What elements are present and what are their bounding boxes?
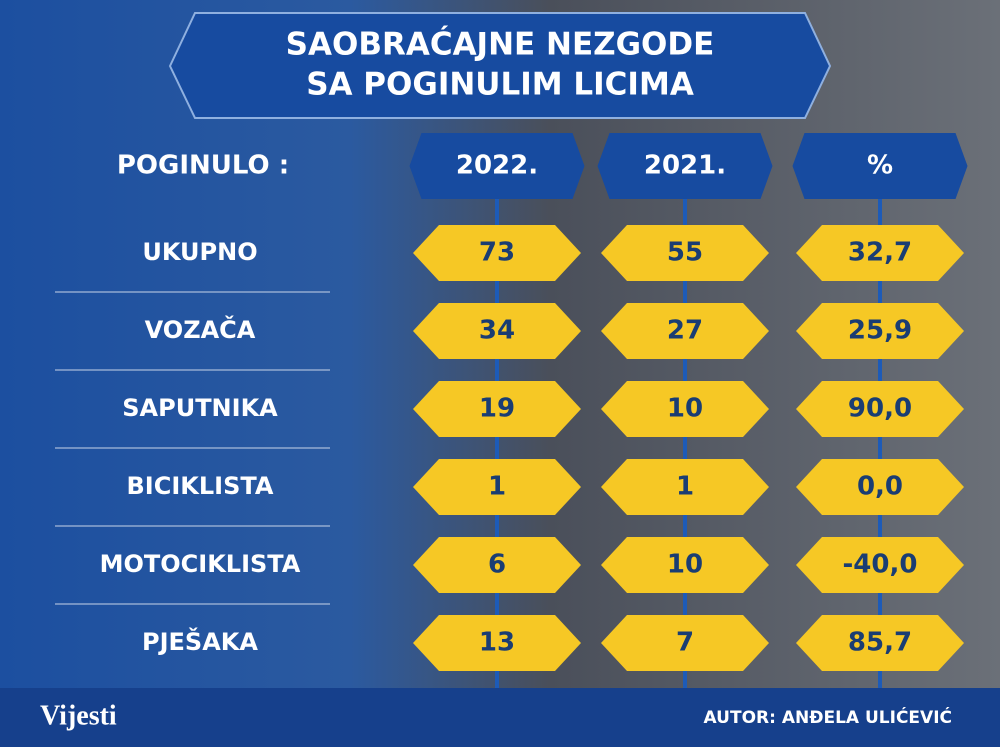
author: AUTOR: ANĐELA ULIĆEVIĆ	[704, 706, 952, 728]
value-badge	[601, 459, 769, 515]
title: SA POGINULIM LICIMA	[306, 67, 694, 103]
value-cell: 25,9	[848, 316, 912, 346]
value-cell: 73	[479, 238, 515, 268]
value-cell: 19	[479, 394, 515, 424]
value-badge	[413, 537, 581, 593]
header-badge	[792, 133, 968, 199]
value-badge	[413, 381, 581, 437]
row-label: VOZAČA	[145, 314, 256, 344]
value-cell: 1	[676, 472, 694, 502]
value-cell: 10	[667, 394, 703, 424]
row-label: MOTOCIKLISTA	[100, 550, 301, 578]
value-badge	[601, 225, 769, 281]
value-cell: 34	[479, 316, 515, 346]
value-cell: 90,0	[848, 394, 912, 424]
header-badge	[409, 133, 585, 199]
table: POGINULO : 2022. 2021. % UKUPNO 73 55 32,7 VOZAČ…	[55, 133, 968, 688]
value-badge	[601, 537, 769, 593]
footer-bar	[0, 688, 1000, 747]
value-badge	[796, 459, 964, 515]
value-cell: 7	[676, 628, 694, 658]
value-badge	[796, 537, 964, 593]
value-badge	[601, 381, 769, 437]
header-label: POGINULO :	[117, 151, 289, 181]
title: SAOBRAĆAJNE NEZGODE	[286, 26, 715, 63]
value-badge	[413, 615, 581, 671]
value-cell: 0,0	[857, 472, 903, 502]
row-label: UKUPNO	[142, 238, 257, 266]
value-cell: 6	[488, 550, 506, 580]
value-badge	[796, 615, 964, 671]
value-cell: 32,7	[848, 238, 912, 268]
logo: Vijesti	[40, 700, 117, 731]
header-cell: 2022.	[456, 151, 538, 181]
value-cell: 27	[667, 316, 703, 346]
value-badge	[796, 303, 964, 359]
value-cell: 1	[488, 472, 506, 502]
header-cell: %	[867, 151, 893, 181]
value-badge	[601, 615, 769, 671]
value-cell: 85,7	[848, 628, 912, 658]
header-badge	[597, 133, 773, 199]
value-badge	[413, 225, 581, 281]
value-badge	[796, 225, 964, 281]
row-label: PJEŠAKA	[142, 626, 258, 656]
value-cell: -40,0	[843, 550, 918, 580]
value-cell: 13	[479, 628, 515, 658]
value-badge	[413, 459, 581, 515]
value-cell: 55	[667, 238, 703, 268]
value-badge	[796, 381, 964, 437]
title-banner	[168, 12, 832, 119]
value-badge	[601, 303, 769, 359]
value-cell: 10	[667, 550, 703, 580]
header-cell: 2021.	[644, 151, 726, 181]
row-label: SAPUTNIKA	[122, 394, 278, 422]
row-label: BICIKLISTA	[127, 472, 274, 500]
value-badge	[413, 303, 581, 359]
